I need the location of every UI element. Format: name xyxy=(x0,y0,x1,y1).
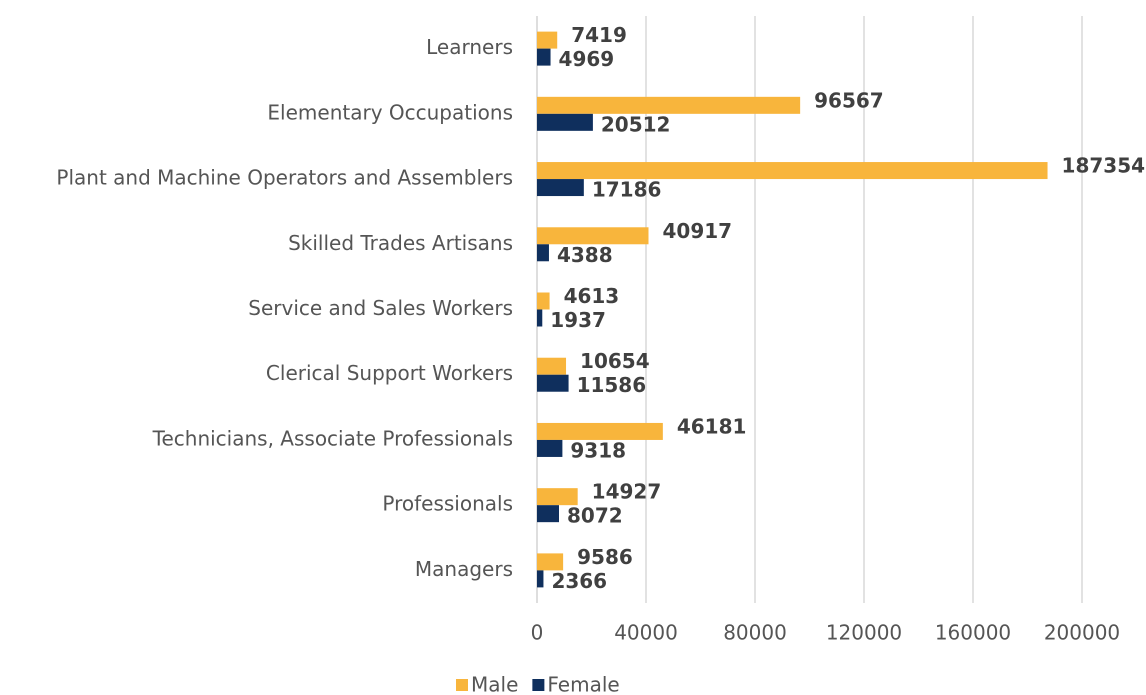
data-label: 11586 xyxy=(577,373,647,397)
data-label: 96567 xyxy=(814,88,884,112)
y-tick-label: Managers xyxy=(415,557,513,581)
bar xyxy=(537,31,558,49)
bar xyxy=(537,553,564,571)
legend-label: Male xyxy=(471,673,518,695)
bar xyxy=(537,309,543,327)
bar xyxy=(537,570,544,588)
bar xyxy=(537,292,550,310)
x-tick-label: 120000 xyxy=(826,621,902,645)
bar xyxy=(537,48,551,66)
bar xyxy=(537,96,801,114)
legend-swatch xyxy=(532,679,545,691)
x-tick-label: 0 xyxy=(531,621,544,645)
data-label: 46181 xyxy=(677,414,747,438)
legend-swatch xyxy=(456,679,468,691)
y-tick-label: Professionals xyxy=(382,492,513,516)
x-tick-label: 200000 xyxy=(1044,621,1120,645)
legend-label: Female xyxy=(547,673,619,695)
x-tick-label: 80000 xyxy=(723,621,787,645)
x-tick-label: 160000 xyxy=(935,621,1011,645)
y-tick-label: Skilled Trades Artisans xyxy=(288,231,513,255)
data-label: 17186 xyxy=(592,178,662,202)
y-tick-label: Learners xyxy=(426,35,513,59)
data-label: 4388 xyxy=(557,243,613,267)
data-label: 40917 xyxy=(662,219,732,243)
data-label: 2366 xyxy=(551,569,607,593)
data-label: 9318 xyxy=(570,438,626,462)
bar xyxy=(537,505,559,523)
bar xyxy=(537,227,649,245)
data-label: 4613 xyxy=(564,284,620,308)
bar xyxy=(537,179,584,197)
bar xyxy=(537,244,549,262)
data-label: 20512 xyxy=(601,112,671,136)
bar xyxy=(537,374,569,392)
data-label: 9586 xyxy=(577,545,633,569)
y-tick-label: Elementary Occupations xyxy=(267,100,513,124)
y-tick-label: Service and Sales Workers xyxy=(248,296,513,320)
bar xyxy=(537,439,563,457)
data-label: 14927 xyxy=(592,480,662,504)
bar xyxy=(537,162,1048,180)
data-label: 187354 xyxy=(1062,154,1146,178)
bar xyxy=(537,113,593,131)
data-label: 7419 xyxy=(571,23,627,47)
data-label: 1937 xyxy=(550,308,606,332)
bar xyxy=(537,357,567,375)
bar xyxy=(537,422,663,440)
y-tick-label: Clerical Support Workers xyxy=(266,361,513,385)
y-tick-label: Technicians, Associate Professionals xyxy=(152,426,513,450)
data-label: 8072 xyxy=(567,504,623,528)
data-label: 10654 xyxy=(580,349,650,373)
bar xyxy=(537,488,578,506)
x-tick-label: 40000 xyxy=(614,621,678,645)
data-label: 4969 xyxy=(559,47,615,71)
y-tick-label: Plant and Machine Operators and Assemble… xyxy=(56,166,513,190)
